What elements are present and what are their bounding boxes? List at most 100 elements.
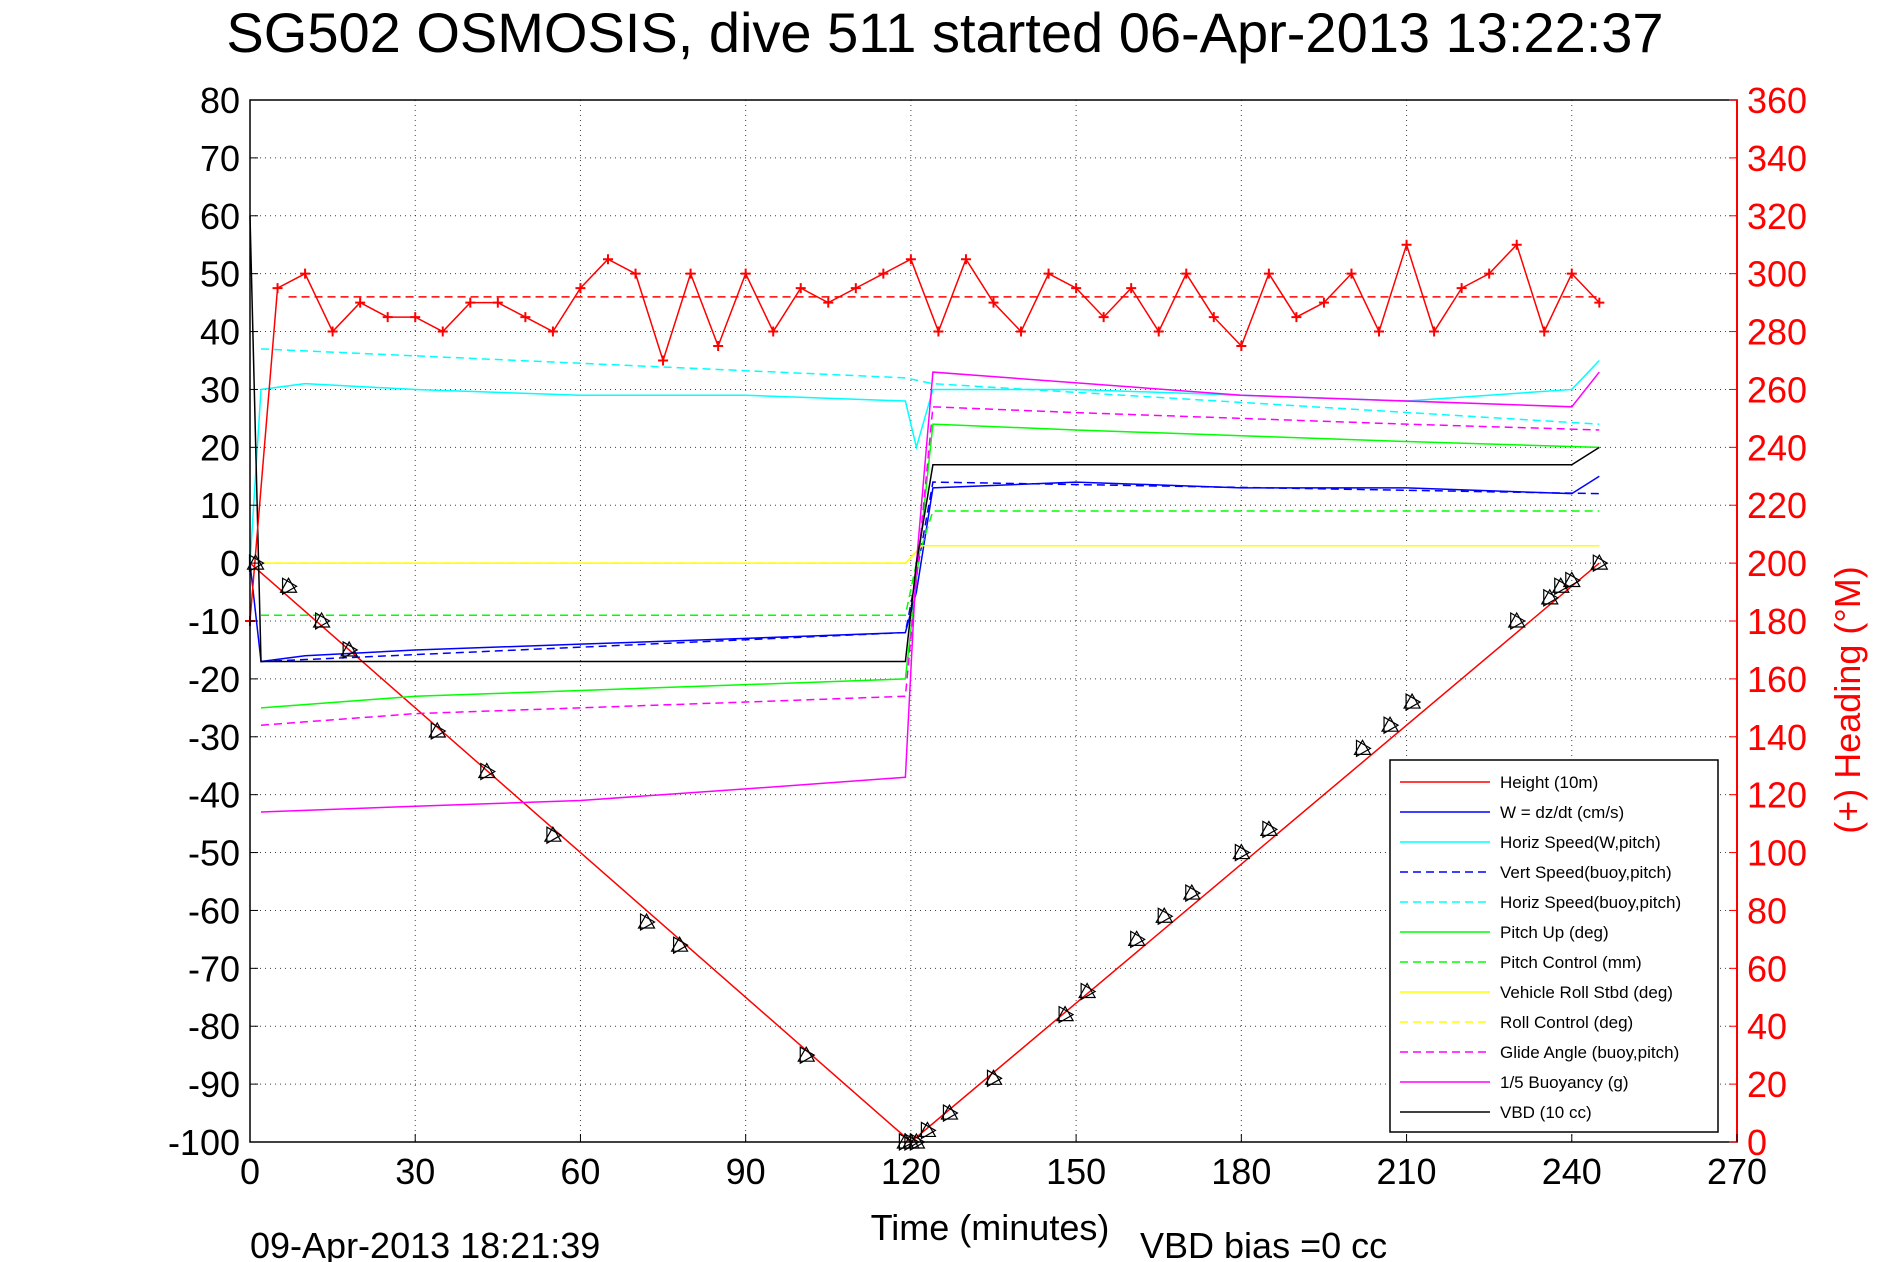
dive-marker-alt <box>920 1121 937 1140</box>
heading-point <box>713 341 724 352</box>
heading-point <box>1016 326 1027 337</box>
heading-point <box>1594 297 1605 308</box>
dive-marker-alt <box>1592 554 1609 573</box>
right-tick-label: 140 <box>1747 717 1807 758</box>
x-tick-label: 270 <box>1707 1151 1767 1192</box>
x-tick-label: 210 <box>1377 1151 1437 1192</box>
heading-point <box>465 297 476 308</box>
dive-marker <box>279 577 298 593</box>
dive-marker-alt <box>639 912 656 932</box>
dive-marker <box>637 912 656 929</box>
dive-marker-alt <box>942 1104 959 1123</box>
dive-marker-alt <box>1554 577 1570 596</box>
heading-point <box>850 283 861 294</box>
dive-marker-alt <box>1510 611 1526 631</box>
right-tick-label: 160 <box>1747 659 1807 700</box>
right-axis-ticks: 3603403203002802602402202001801601401201… <box>1729 80 1807 1163</box>
right-axis-label: (+) Heading (°M) <box>1827 566 1868 833</box>
legend-label: Pitch Control (mm) <box>1500 953 1642 972</box>
dive-marker-alt <box>1080 982 1097 1001</box>
dive-marker-alt <box>1543 588 1559 607</box>
right-tick-label: 200 <box>1747 543 1807 584</box>
dive-marker-alt <box>342 640 359 659</box>
heading-point <box>437 326 448 337</box>
heading-point <box>960 254 971 265</box>
dive-marker-alt <box>1405 693 1422 712</box>
heading-point <box>905 254 916 265</box>
dive-marker <box>1078 982 1097 999</box>
heading-point <box>520 312 531 323</box>
heading-point <box>630 268 641 279</box>
right-tick-label: 240 <box>1747 427 1807 468</box>
heading-point <box>795 283 806 294</box>
heading-point <box>1071 283 1082 294</box>
dive-marker <box>428 721 447 738</box>
left-tick-label: 50 <box>200 254 240 295</box>
left-tick-label: -70 <box>188 948 240 989</box>
heading-point <box>1511 239 1522 250</box>
x-axis-label: Time (minutes) <box>871 1207 1110 1248</box>
heading-point <box>1181 268 1192 279</box>
right-tick-label: 300 <box>1747 254 1807 295</box>
heading-point <box>602 254 613 265</box>
legend-label: Glide Angle (buoy,pitch) <box>1500 1043 1679 1062</box>
dive-marker-alt <box>1157 907 1174 926</box>
series-vehicle-roll-stbd-deg <box>261 544 1600 564</box>
left-tick-label: 60 <box>200 196 240 237</box>
heading-point <box>1429 326 1440 337</box>
dive-marker <box>246 553 265 570</box>
heading-point <box>1043 268 1054 279</box>
right-tick-label: 280 <box>1747 312 1807 353</box>
dive-marker <box>1403 692 1422 709</box>
right-tick-label: 260 <box>1747 369 1807 410</box>
dive-marker <box>1056 1005 1075 1022</box>
dive-marker <box>940 1103 959 1120</box>
left-axis-ticks: 80 70 60 50 40 30 20 10 0 -10 -20 -30 -40 -50 -60 -70 -8… <box>168 80 258 1163</box>
heading-point <box>1374 326 1385 337</box>
heading-point <box>1291 312 1302 323</box>
dive-marker <box>918 1121 937 1138</box>
right-tick-label: 320 <box>1747 196 1807 237</box>
legend-label: Horiz Speed(buoy,pitch) <box>1500 893 1681 912</box>
dive-marker <box>1155 907 1174 923</box>
heading-point <box>1346 268 1357 279</box>
heading-point <box>1208 312 1219 323</box>
heading-point <box>410 312 421 323</box>
heading-point <box>988 297 999 308</box>
left-tick-label: -80 <box>188 1006 240 1047</box>
left-tick-label: -40 <box>188 775 240 816</box>
heading-point <box>575 283 586 294</box>
legend-box <box>1389 759 1719 1133</box>
left-tick-label: 80 <box>200 80 240 121</box>
heading-point <box>1456 283 1467 294</box>
dive-marker <box>984 1069 1003 1085</box>
legend-label: Horiz Speed(W,pitch) <box>1500 833 1661 852</box>
dive-marker-alt <box>1130 930 1146 949</box>
dive-marker-alt <box>430 721 447 741</box>
right-tick-label: 60 <box>1747 948 1787 989</box>
dive-marker <box>340 640 359 657</box>
left-tick-label: -20 <box>188 659 240 700</box>
right-tick-label: 360 <box>1747 80 1807 121</box>
heading-point <box>933 326 944 337</box>
heading-point <box>1539 326 1550 337</box>
dive-marker <box>1259 820 1278 836</box>
dive-marker-alt <box>281 577 298 596</box>
legend-label: Pitch Up (deg) <box>1500 923 1609 942</box>
dive-marker <box>543 825 562 842</box>
dive-marker-alt <box>1234 843 1251 862</box>
footer-vbd-bias: VBD bias =0 cc <box>1140 1225 1387 1262</box>
x-tick-label: 30 <box>395 1151 435 1192</box>
right-tick-label: 20 <box>1747 1064 1787 1105</box>
heading-point <box>272 283 283 294</box>
dive-marker-alt <box>1058 1005 1075 1024</box>
heading-point <box>300 268 311 279</box>
heading-point <box>355 297 366 308</box>
dive-marker <box>797 1045 816 1062</box>
heading-point <box>1401 239 1412 250</box>
dive-marker <box>1127 930 1146 946</box>
heading-point <box>1236 341 1247 352</box>
dive-marker <box>1540 588 1559 605</box>
dive-marker-alt <box>1262 820 1279 839</box>
